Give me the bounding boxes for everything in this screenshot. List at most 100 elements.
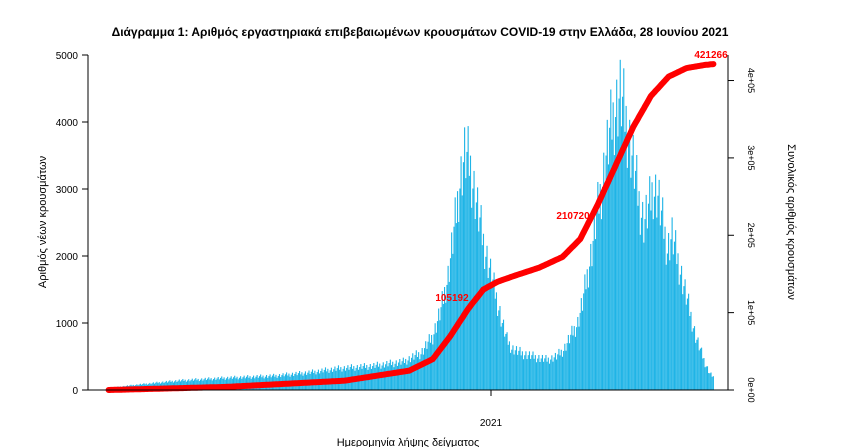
daily-cases-bar bbox=[477, 187, 479, 390]
daily-cases-bar bbox=[501, 323, 503, 390]
daily-cases-bar bbox=[240, 376, 242, 390]
daily-cases-bar bbox=[671, 217, 673, 390]
daily-cases-bar bbox=[405, 358, 407, 390]
daily-cases-bar bbox=[559, 355, 561, 390]
daily-cases-bar bbox=[511, 349, 513, 390]
daily-cases-bar bbox=[411, 357, 413, 390]
daily-cases-bar bbox=[619, 59, 621, 390]
daily-cases-bar bbox=[204, 377, 206, 390]
daily-cases-bar bbox=[612, 102, 614, 391]
daily-cases-bar bbox=[524, 355, 526, 390]
daily-cases-bar bbox=[642, 201, 644, 390]
daily-cases-bar bbox=[688, 293, 690, 390]
daily-cases-bar bbox=[414, 355, 416, 390]
right-y-axis: 0e+00 1e+05 2e+05 3e+05 4e+05 bbox=[727, 55, 756, 403]
daily-cases-bar bbox=[420, 354, 422, 390]
daily-cases-bar bbox=[702, 358, 704, 390]
daily-cases-bar bbox=[548, 363, 551, 390]
daily-cases-bar bbox=[600, 219, 602, 390]
daily-cases-bar bbox=[518, 350, 520, 390]
daily-cases-bar bbox=[409, 362, 411, 390]
daily-cases-bar bbox=[324, 367, 327, 390]
daily-cases-bar bbox=[711, 376, 713, 390]
daily-cases-bar bbox=[234, 375, 236, 390]
daily-cases-bar bbox=[482, 233, 485, 390]
daily-cases-bar bbox=[455, 223, 457, 390]
daily-cases-bar bbox=[486, 245, 488, 390]
daily-cases-bar bbox=[393, 367, 395, 390]
daily-cases-bar bbox=[574, 336, 576, 390]
daily-cases-bar bbox=[678, 284, 680, 390]
daily-cases-bar bbox=[683, 286, 685, 390]
daily-cases-bar bbox=[639, 234, 641, 390]
daily-cases-bar bbox=[243, 375, 245, 390]
daily-cases-bar bbox=[487, 277, 489, 390]
daily-cases-bar bbox=[571, 325, 573, 390]
daily-cases-bar bbox=[416, 357, 419, 390]
daily-cases-bar bbox=[592, 240, 594, 390]
daily-cases-bar bbox=[407, 360, 409, 390]
daily-cases-bar bbox=[629, 119, 631, 390]
daily-cases-bar bbox=[587, 287, 589, 390]
left-y-axis: 0 1000 2000 3000 4000 5000 bbox=[56, 51, 89, 397]
daily-cases-bar bbox=[712, 376, 714, 390]
daily-cases-bar bbox=[472, 188, 474, 390]
daily-cases-bar bbox=[594, 239, 597, 390]
daily-cases-bar bbox=[165, 380, 167, 390]
daily-cases-bar bbox=[433, 334, 435, 390]
daily-cases-bar bbox=[630, 177, 632, 390]
daily-cases-bar bbox=[672, 254, 674, 390]
daily-cases-bar bbox=[668, 232, 670, 390]
annotation-cumulative-3: 421266 bbox=[694, 50, 728, 61]
daily-cases-bar bbox=[512, 345, 514, 390]
daily-cases-bar bbox=[500, 326, 502, 390]
y2-tick-label: 4e+05 bbox=[746, 68, 756, 93]
daily-cases-bar bbox=[699, 348, 701, 390]
daily-cases-bar bbox=[585, 289, 587, 390]
daily-cases-bar bbox=[449, 258, 452, 390]
daily-cases-bar bbox=[495, 292, 498, 390]
daily-cases-bar bbox=[538, 355, 540, 390]
x-tick-label: 2021 bbox=[480, 418, 503, 429]
y2-tick-label: 1e+05 bbox=[746, 300, 756, 325]
daily-cases-bar bbox=[686, 298, 688, 390]
daily-cases-bar bbox=[675, 230, 677, 390]
daily-cases-bar bbox=[580, 298, 582, 390]
daily-cases-bar bbox=[413, 359, 415, 390]
daily-cases-bar bbox=[491, 287, 493, 390]
daily-cases-bar bbox=[545, 355, 547, 390]
daily-cases-bar bbox=[610, 89, 612, 390]
daily-cases-bar bbox=[557, 354, 559, 390]
daily-cases-bar bbox=[620, 126, 622, 391]
daily-cases-bar bbox=[520, 355, 522, 390]
daily-cases-bar bbox=[462, 162, 464, 390]
daily-cases-bar bbox=[590, 243, 592, 390]
annotation-cumulative-2: 210720 bbox=[556, 211, 590, 222]
daily-cases-bar bbox=[622, 96, 624, 391]
x-axis: 2021 bbox=[88, 389, 728, 429]
daily-cases-bar bbox=[570, 334, 572, 390]
daily-cases-bar bbox=[609, 127, 611, 390]
daily-cases-bar bbox=[666, 253, 668, 390]
daily-cases-bar bbox=[504, 336, 506, 390]
daily-cases-bar bbox=[220, 377, 222, 390]
daily-cases-bar bbox=[682, 294, 684, 390]
daily-cases-bar bbox=[604, 191, 606, 390]
daily-cases-bar bbox=[647, 203, 650, 390]
y-axis-label: Αριθμός νέων κρουσμάτων bbox=[37, 155, 49, 288]
daily-cases-bar bbox=[454, 197, 456, 390]
daily-cases-bar bbox=[673, 241, 676, 390]
daily-cases-bar bbox=[703, 358, 705, 390]
daily-cases-bar bbox=[541, 354, 543, 390]
chart-title: Διάγραμμα 1: Αριθμός εργαστηριακά επιβεβ… bbox=[112, 25, 729, 39]
daily-cases-bar bbox=[697, 337, 699, 390]
y-tick-label: 3000 bbox=[56, 185, 79, 196]
daily-cases-bar bbox=[481, 245, 483, 390]
y-tick-label: 5000 bbox=[56, 51, 79, 62]
daily-cases-bar bbox=[505, 333, 507, 390]
daily-cases-bar bbox=[506, 332, 508, 390]
daily-cases-bar bbox=[458, 222, 460, 390]
daily-cases-bar bbox=[528, 351, 531, 390]
daily-cases-bar bbox=[469, 155, 472, 390]
cumulative-series-line bbox=[105, 61, 717, 393]
